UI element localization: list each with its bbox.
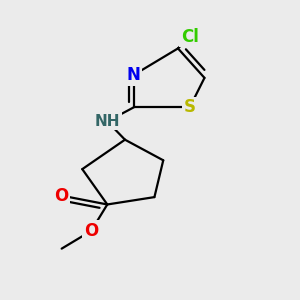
Text: S: S xyxy=(184,98,196,116)
Text: N: N xyxy=(127,66,141,84)
Text: O: O xyxy=(55,187,69,205)
Text: Cl: Cl xyxy=(181,28,199,46)
Text: O: O xyxy=(84,222,98,240)
Text: NH: NH xyxy=(94,114,120,129)
